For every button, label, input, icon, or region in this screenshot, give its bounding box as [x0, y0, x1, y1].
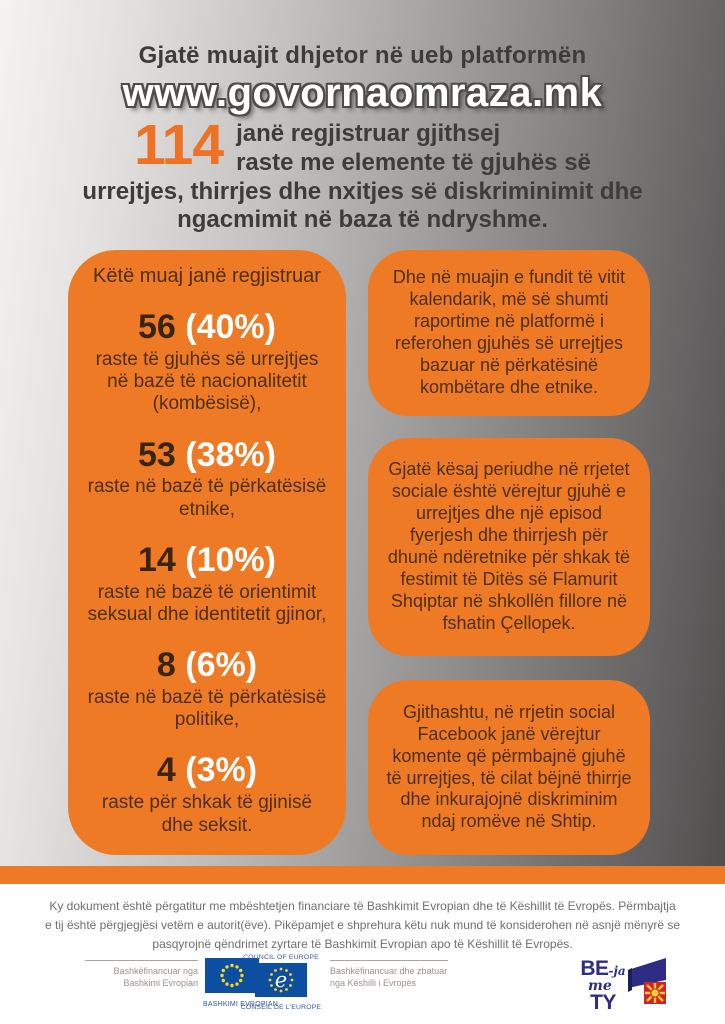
- stat-value: 4 (3%): [156, 751, 258, 790]
- stat-value: 8 (6%): [156, 646, 258, 685]
- header: Gjatë muajit dhjetor në ueb platformën w…: [0, 42, 725, 234]
- stat-political-affiliation: 8 (6%) raste në bazë të përkatësisë poli…: [85, 646, 329, 732]
- council-of-europe-logo: COUNCIL OF EUROPE e CONSEIL DE L'EUROPE: [239, 954, 323, 1011]
- eu-flag-logo: BASHKIMI EVROPIAN: [203, 958, 278, 1008]
- be-logo-text: BE-ja me TY: [580, 957, 626, 1014]
- counter-line-2: raste me elemente të gjuhës së: [236, 148, 591, 176]
- header-final-line: ngacmimit në baza të ndryshme.: [177, 205, 548, 233]
- note-box-yearly-summary: Dhe në muajin e fundit të vitit kalendar…: [368, 250, 650, 416]
- header-intro-line: Gjatë muajit dhjetor në ueb platformën: [138, 42, 587, 69]
- be-logo-flags-icon: [628, 958, 666, 1004]
- footer: Ky dokument është përgatitur me mbështet…: [0, 884, 725, 1024]
- total-counter-text: janë regjistruar gjithsej raste me eleme…: [236, 119, 591, 178]
- stat-label: raste në bazë të përkatësisë etnike,: [87, 476, 327, 520]
- main-gradient-background: Gjatë muajit dhjetor në ueb platformën w…: [0, 0, 725, 866]
- stat-value: 14 (10%): [138, 540, 276, 579]
- total-counter: 114 janë regjistruar gjithsej raste me e…: [0, 113, 725, 178]
- stat-label: raste për shkak të gjinisë dhe seksit.: [101, 792, 313, 836]
- monthly-stats-box: Këtë muaj janë regjistruar 56 (40%) rast…: [68, 250, 346, 855]
- coe-label-fr: CONSEIL DE L'EUROPE: [240, 1004, 322, 1011]
- eu-cofunded-caption: Bashkëfinancuar nga Bashkimi Evropian: [85, 960, 198, 989]
- platform-url: www.govornaomraza.mk: [122, 71, 603, 115]
- stat-label: raste në bazë të orientimit seksual dhe …: [87, 581, 327, 625]
- stat-nationality: 56 (40%) raste të gjuhës së urrejtjes në…: [85, 307, 329, 416]
- coe-label-en: COUNCIL OF EUROPE: [243, 954, 319, 961]
- stat-label: raste në bazë të përkatësisë politike,: [87, 686, 327, 731]
- stat-ethnicity: 53 (38%) raste në bazë të përkatësisë et…: [85, 435, 329, 522]
- stat-gender-sex: 4 (3%) raste për shkak të gjinisë dhe se…: [85, 753, 329, 837]
- stat-value: 53 (38%): [138, 435, 276, 474]
- disclaimer-text: Ky dokument është përgatitur me mbështet…: [44, 899, 681, 952]
- header-continuation-line: urrejtjes, thirrjes dhe nxitjes së diskr…: [82, 177, 643, 205]
- logos-row: Bashkëfinancuar nga Bashkimi Evropian BA: [0, 954, 725, 1020]
- be-ja-me-ty-logo: BE-ja me TY: [574, 954, 674, 1016]
- svg-text:e: e: [275, 968, 287, 992]
- stat-sexual-orientation: 14 (10%) raste në bazë të orientimit sek…: [85, 540, 329, 627]
- eu-flag-icon: [205, 958, 259, 993]
- counter-line-1: janë regjistruar gjithsej: [236, 120, 501, 147]
- total-count-number: 114: [134, 113, 224, 177]
- eu-flag-label: BASHKIMI EVROPIAN: [203, 1001, 278, 1008]
- stat-label: raste të gjuhës së urrejtjes në bazë të …: [95, 348, 319, 415]
- divider-strip: [0, 866, 725, 884]
- coe-flag-icon: e: [255, 963, 307, 997]
- stats-heading: Këtë muaj janë regjistruar: [93, 265, 321, 287]
- stat-value: 56 (40%): [138, 307, 276, 346]
- coe-cofunded-caption: Bashkëfinancuar dhe zbatuar nga Këshilli…: [330, 960, 448, 989]
- note-box-facebook: Gjithashtu, në rrjetin social Facebook j…: [368, 680, 650, 855]
- note-box-social-networks: Gjatë kësaj periudhe në rrjetet sociale …: [368, 438, 650, 656]
